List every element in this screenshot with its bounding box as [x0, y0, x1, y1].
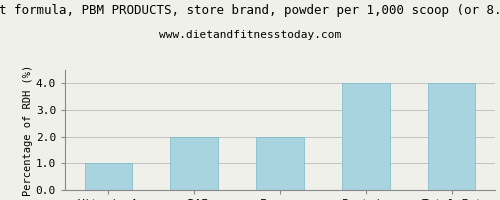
Bar: [84, 163, 132, 190]
Text: ant formula, PBM PRODUCTS, store brand, powder per 1,000 scoop (or 8.40: ant formula, PBM PRODUCTS, store brand, …: [0, 4, 500, 17]
Bar: [170, 137, 218, 190]
Bar: [256, 137, 304, 190]
Bar: [428, 83, 476, 190]
Bar: [342, 83, 390, 190]
Text: www.dietandfitnesstoday.com: www.dietandfitnesstoday.com: [159, 30, 341, 40]
Y-axis label: Percentage of RDH (%): Percentage of RDH (%): [23, 64, 33, 196]
